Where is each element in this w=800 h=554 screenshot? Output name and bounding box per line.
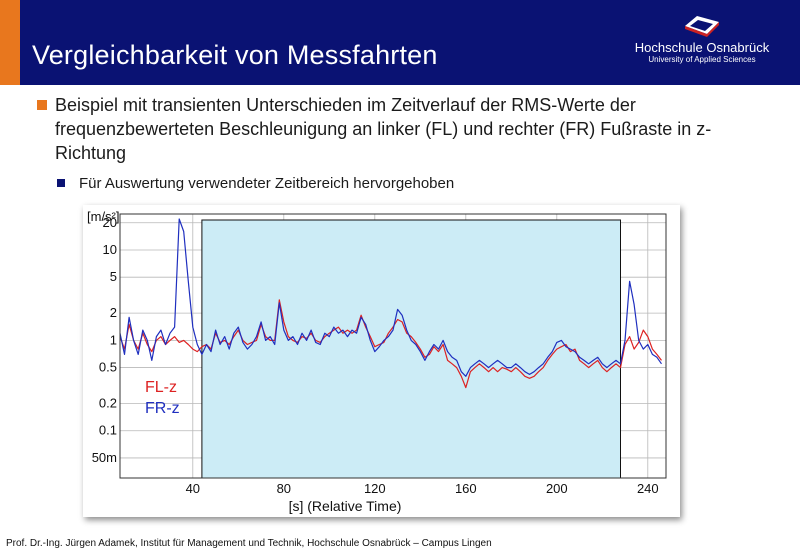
rms-chart: 40 80 120 160 200 240 20 10 5 2 1 0.5 0.2 0.1 50m [m/s…	[87, 209, 667, 514]
bullet-main-text: Beispiel mit transienten Unterschieden i…	[55, 95, 712, 163]
logo-subtitle: University of Applied Sciences	[648, 55, 756, 64]
slide-title: Vergleichbarkeit von Messfahrten	[32, 40, 438, 70]
x-tick-label: 240	[637, 481, 659, 496]
y-tick-label: 2	[110, 305, 117, 320]
y-tick-label: 0.5	[99, 360, 117, 375]
y-tick-label: 20	[103, 215, 117, 230]
slide-header: Vergleichbarkeit von Messfahrten Hochsch…	[20, 0, 800, 85]
x-axis-label: [s] (Relative Time)	[289, 498, 402, 514]
series-line-fl-z	[119, 299, 662, 389]
y-tick-label: 50m	[92, 450, 117, 465]
plot-frame	[119, 213, 667, 479]
x-tick-label: 120	[364, 481, 386, 496]
y-tick-label: 1	[110, 332, 117, 347]
legend-fr-z: FR-z	[145, 400, 180, 417]
highlight-region	[201, 219, 622, 479]
footer-text: Prof. Dr.-Ing. Jürgen Adamek, Institut f…	[6, 538, 492, 549]
bullet-square-icon	[37, 100, 47, 110]
legend-fl-z: FL-z	[145, 379, 177, 396]
bullet-sub: Für Auswertung verwendeter Zeitbereich h…	[57, 174, 454, 194]
bullet-main: Beispiel mit transienten Unterschieden i…	[37, 93, 777, 165]
logo-name: Hochschule Osnabrück	[634, 40, 770, 55]
x-tick-label: 40	[186, 481, 200, 496]
y-axis-label: [m/s²]	[87, 209, 120, 224]
y-tick-label: 5	[110, 269, 117, 284]
x-tick-label: 200	[546, 481, 568, 496]
university-logo: Hochschule Osnabrück University of Appli…	[612, 14, 792, 64]
x-tick-label: 160	[455, 481, 477, 496]
x-tick-label: 80	[277, 481, 291, 496]
bullet-sub-text: Für Auswertung verwendeter Zeitbereich h…	[79, 175, 455, 192]
y-tick-label: 10	[103, 242, 117, 257]
y-tick-label: 0.1	[99, 423, 117, 438]
chart-panel: 40 80 120 160 200 240 20 10 5 2 1 0.5 0.2 0.1 50m [m/s…	[83, 205, 680, 517]
orange-accent-bar	[0, 0, 20, 85]
university-logo-icon	[685, 16, 719, 37]
series-line-fr-z	[119, 218, 662, 377]
y-tick-label: 0.2	[99, 396, 117, 411]
bullet-square-icon	[57, 179, 65, 187]
